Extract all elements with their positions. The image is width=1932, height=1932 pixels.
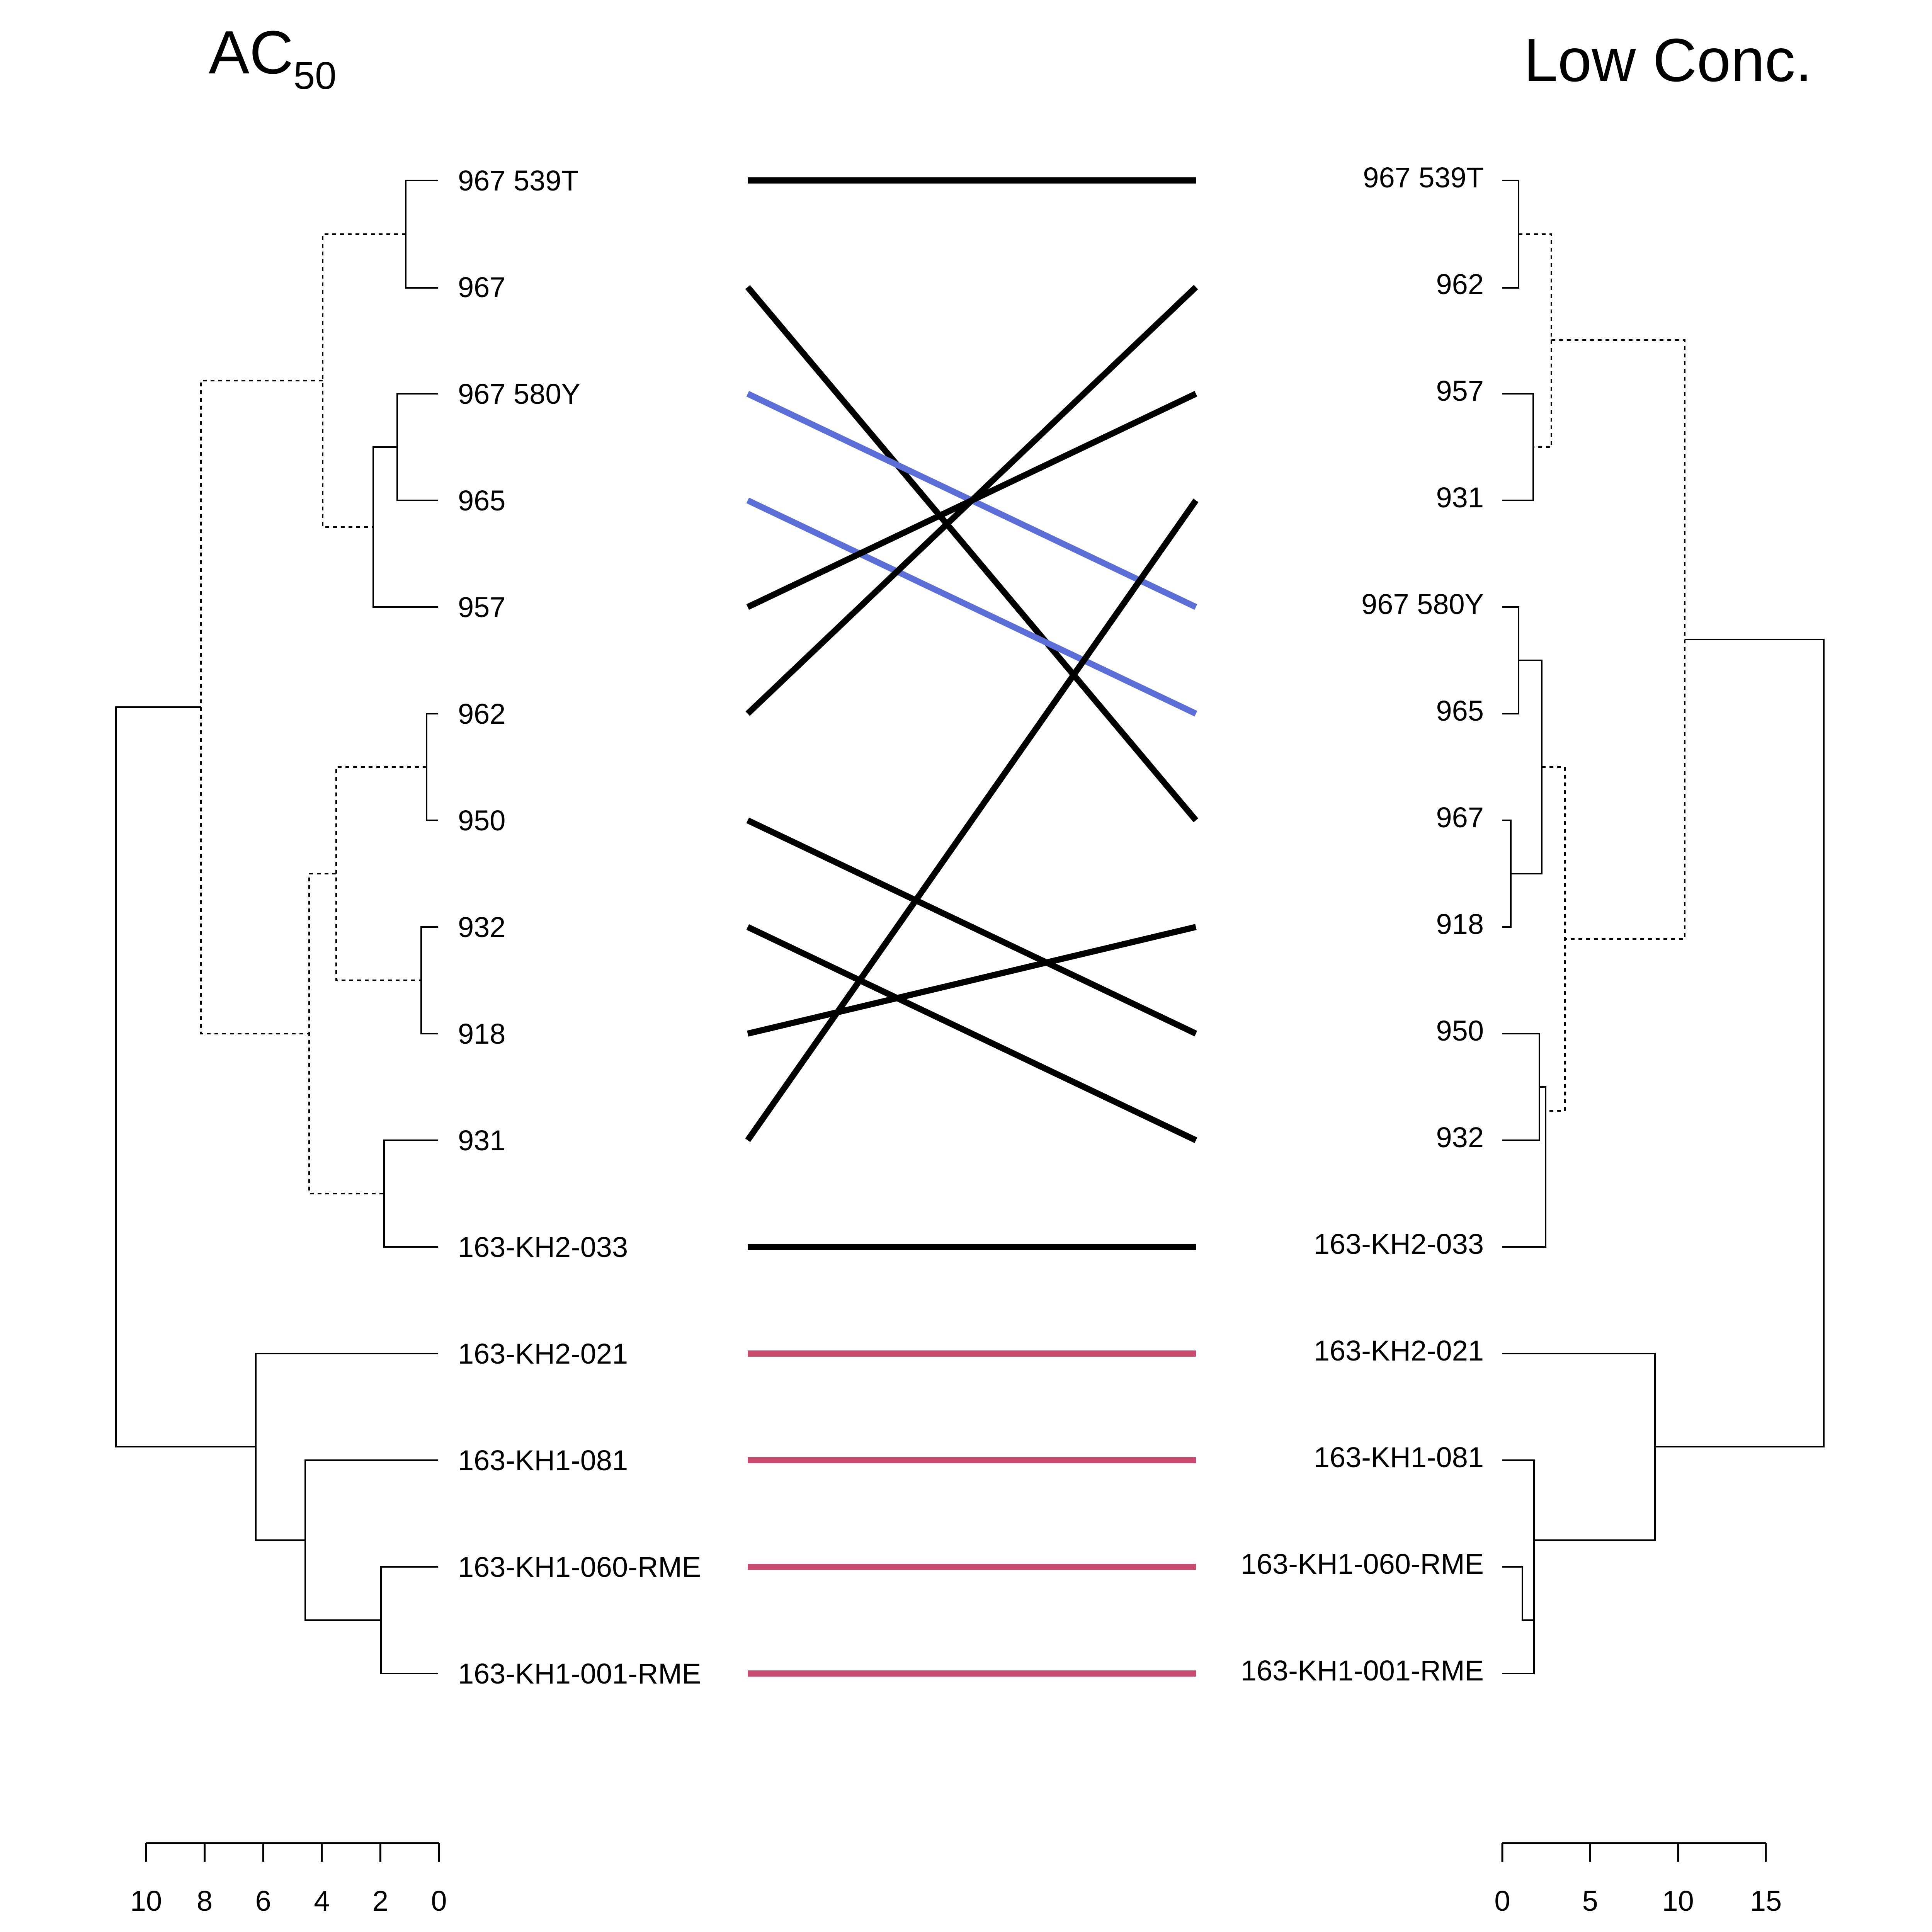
connection-line bbox=[745, 498, 1199, 1142]
left-leaf-label: 967 580Y bbox=[458, 378, 580, 410]
right-leaf-labels: 967 539T 962 957 931 967 580Y 965 967 918 950 932… bbox=[1241, 162, 1484, 1687]
left-leaf-label: 965 bbox=[458, 485, 505, 517]
left-leaf-label: 163-KH1-081 bbox=[458, 1444, 628, 1476]
right-leaf-label: 163-KH1-081 bbox=[1314, 1441, 1484, 1473]
left-title: AC50 bbox=[209, 19, 337, 97]
connection-line bbox=[745, 285, 1198, 716]
right-axis-tick-label: 0 bbox=[1494, 1885, 1510, 1917]
connection-line bbox=[746, 817, 1197, 1037]
connection-lines bbox=[745, 177, 1199, 1677]
left-leaf-label: 950 bbox=[458, 804, 505, 837]
left-axis-tick-label: 8 bbox=[197, 1885, 213, 1917]
left-axis-tick-label: 4 bbox=[314, 1885, 330, 1917]
connection-line bbox=[746, 497, 1197, 717]
right-leaf-label: 918 bbox=[1436, 908, 1484, 940]
right-leaf-label: 163-KH2-033 bbox=[1314, 1228, 1484, 1260]
right-leaf-label: 932 bbox=[1436, 1121, 1484, 1153]
right-axis-tick-label: 10 bbox=[1662, 1885, 1694, 1917]
connection-line bbox=[746, 924, 1197, 1143]
left-title-subscript: 50 bbox=[294, 54, 337, 97]
left-leaf-label: 931 bbox=[458, 1124, 505, 1156]
right-scale-axis: 0 5 10 15 bbox=[1494, 1842, 1782, 1917]
right-leaf-label: 163-KH1-060-RME bbox=[1241, 1548, 1484, 1580]
left-leaf-label: 163-KH2-021 bbox=[458, 1338, 628, 1370]
right-leaf-label: 962 bbox=[1436, 268, 1484, 300]
right-axis-tick-label: 5 bbox=[1582, 1885, 1598, 1917]
left-axis-tick-label: 2 bbox=[372, 1885, 388, 1917]
right-axis-tick-label: 15 bbox=[1750, 1885, 1782, 1917]
left-leaf-label: 918 bbox=[458, 1018, 505, 1050]
left-axis-tick-label: 10 bbox=[130, 1885, 162, 1917]
right-dendrogram bbox=[1502, 180, 1825, 1674]
connection-line bbox=[745, 285, 1199, 823]
right-leaf-label: 950 bbox=[1436, 1015, 1484, 1047]
left-leaf-labels: 967 539T 967 967 580Y 965 957 962 950 932 918 931… bbox=[458, 165, 701, 1690]
left-axis-tick-label: 0 bbox=[431, 1885, 447, 1917]
left-leaf-label: 163-KH2-033 bbox=[458, 1231, 628, 1263]
right-title: Low Conc. bbox=[1524, 26, 1813, 94]
left-leaf-label: 957 bbox=[458, 591, 505, 623]
left-dendrogram bbox=[115, 180, 438, 1674]
left-leaf-label: 163-KH1-060-RME bbox=[458, 1551, 701, 1583]
left-title-main: AC bbox=[209, 19, 294, 87]
left-leaf-label: 967 539T bbox=[458, 165, 579, 197]
right-leaf-label: 931 bbox=[1436, 481, 1484, 514]
left-leaf-label: 962 bbox=[458, 698, 505, 730]
left-leaf-label: 163-KH1-001-RME bbox=[458, 1658, 701, 1690]
right-leaf-label: 163-KH2-021 bbox=[1314, 1335, 1484, 1367]
left-scale-axis: 10 8 6 4 2 0 bbox=[130, 1842, 447, 1917]
right-leaf-label: 967 539T bbox=[1363, 162, 1484, 194]
right-leaf-label: 163-KH1-001-RME bbox=[1241, 1655, 1484, 1687]
left-axis-tick-label: 6 bbox=[255, 1885, 271, 1917]
right-leaf-label: 965 bbox=[1436, 695, 1484, 727]
right-leaf-label: 967 580Y bbox=[1361, 588, 1484, 620]
right-leaf-label: 957 bbox=[1436, 375, 1484, 407]
right-leaf-label: 967 bbox=[1436, 801, 1484, 833]
left-leaf-label: 967 bbox=[458, 271, 505, 303]
connection-line bbox=[747, 924, 1197, 1037]
left-leaf-label: 932 bbox=[458, 911, 505, 943]
